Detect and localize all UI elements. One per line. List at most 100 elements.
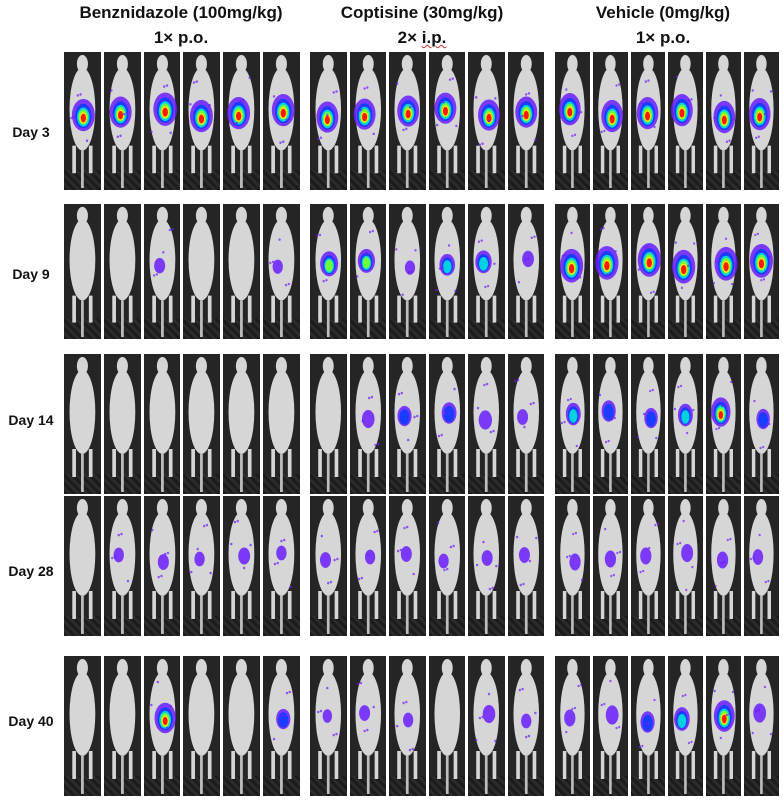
timepoint-label-day40: Day 40 xyxy=(8,713,54,729)
mouse-silhouette-icon xyxy=(512,206,539,338)
mouse-image xyxy=(389,656,426,796)
mouse-silhouette-icon xyxy=(109,357,136,492)
mouse-silhouette-icon xyxy=(149,499,175,634)
image-panel xyxy=(310,656,544,796)
mouse-image xyxy=(428,204,465,339)
mouse-silhouette-icon xyxy=(69,54,96,189)
mouse-image xyxy=(223,204,261,339)
group-name: Benznidazole (100mg/kg) xyxy=(79,3,283,22)
mouse-image xyxy=(64,52,101,190)
mouse-silhouette-icon xyxy=(673,659,699,794)
mouse-image xyxy=(592,496,628,636)
mouse-image xyxy=(630,656,666,796)
mouse-silhouette-icon xyxy=(635,54,661,189)
mouse-image xyxy=(310,52,347,190)
mouse-silhouette-icon xyxy=(69,357,96,492)
mouse-silhouette-icon xyxy=(228,206,255,338)
mouse-image xyxy=(223,656,261,796)
mouse-image xyxy=(706,496,742,636)
mouse-image xyxy=(103,354,141,494)
mouse-image xyxy=(349,656,386,796)
mouse-silhouette-icon xyxy=(559,206,585,338)
image-panel xyxy=(555,496,779,636)
mouse-image xyxy=(555,52,590,190)
mouse-silhouette-icon xyxy=(315,54,342,189)
group-regimen: 1× p.o. xyxy=(548,29,778,46)
timepoint-label-day3: Day 3 xyxy=(12,124,50,140)
group-regimen-times: 1× xyxy=(153,28,174,47)
group-header-coptisine: Coptisine (30mg/kg) 2× i.p. xyxy=(302,4,542,46)
mouse-image xyxy=(183,496,221,636)
group-regimen: 1× p.o. xyxy=(56,29,306,46)
timepoint-label-day28: Day 28 xyxy=(8,563,54,579)
mouse-image xyxy=(592,656,628,796)
mouse-image xyxy=(143,496,181,636)
mouse-image xyxy=(668,656,704,796)
group-regimen-times: 2× xyxy=(397,28,418,47)
mouse-silhouette-icon xyxy=(354,659,381,794)
mouse-silhouette-icon xyxy=(711,499,736,634)
mouse-image xyxy=(310,354,347,494)
mouse-image xyxy=(183,354,221,494)
mouse-silhouette-icon xyxy=(189,206,215,338)
mouse-image xyxy=(310,656,347,796)
mouse-silhouette-icon xyxy=(268,357,295,492)
mouse-image xyxy=(143,52,181,190)
mouse-silhouette-icon xyxy=(149,206,175,338)
mouse-image xyxy=(349,354,386,494)
mouse-silhouette-icon xyxy=(433,54,460,189)
mouse-silhouette-icon xyxy=(635,357,661,492)
timepoint-label-day14: Day 14 xyxy=(8,412,54,428)
mouse-image xyxy=(668,496,704,636)
mouse-image xyxy=(389,204,426,339)
mouse-silhouette-icon xyxy=(598,499,623,634)
mouse-silhouette-icon xyxy=(189,499,215,634)
mouse-image xyxy=(349,204,386,339)
mouse-image xyxy=(507,52,544,190)
mouse-silhouette-icon xyxy=(315,659,342,794)
mouse-image xyxy=(103,204,141,339)
mouse-silhouette-icon xyxy=(69,206,96,338)
timepoint-label-day9: Day 9 xyxy=(12,266,50,282)
mouse-silhouette-icon xyxy=(433,206,460,338)
mouse-silhouette-icon xyxy=(711,659,736,794)
mouse-silhouette-icon xyxy=(149,659,176,794)
mouse-silhouette-icon xyxy=(109,659,136,794)
mouse-silhouette-icon xyxy=(109,499,136,634)
mouse-silhouette-icon xyxy=(149,54,177,189)
mouse-image xyxy=(706,52,742,190)
group-regimen-times: 1× xyxy=(635,28,656,47)
mouse-silhouette-icon xyxy=(433,499,460,634)
mouse-silhouette-icon xyxy=(354,206,381,338)
mouse-silhouette-icon xyxy=(315,206,342,338)
mouse-image xyxy=(428,52,465,190)
mouse-silhouette-icon xyxy=(711,54,736,189)
mouse-image xyxy=(263,204,300,339)
image-panel xyxy=(555,354,779,494)
mouse-image xyxy=(630,496,666,636)
mouse-image xyxy=(310,496,347,636)
mouse-image xyxy=(630,204,666,339)
mouse-silhouette-icon xyxy=(558,54,585,189)
mouse-image xyxy=(744,204,779,339)
mouse-silhouette-icon xyxy=(69,499,96,634)
mouse-silhouette-icon xyxy=(473,54,500,189)
mouse-silhouette-icon xyxy=(189,357,215,492)
group-name: Coptisine (30mg/kg) xyxy=(340,3,504,22)
image-panel xyxy=(310,496,544,636)
mouse-silhouette-icon xyxy=(394,499,421,634)
image-panel xyxy=(64,656,300,796)
mouse-silhouette-icon xyxy=(315,499,342,634)
mouse-silhouette-icon xyxy=(394,54,421,189)
mouse-silhouette-icon xyxy=(315,357,342,492)
mouse-silhouette-icon xyxy=(673,357,699,492)
mouse-image xyxy=(349,52,386,190)
mouse-silhouette-icon xyxy=(228,357,255,492)
image-panel xyxy=(64,496,300,636)
mouse-silhouette-icon xyxy=(595,206,623,338)
mouse-image xyxy=(507,496,544,636)
image-panel xyxy=(310,52,544,190)
image-panel xyxy=(64,354,300,494)
mouse-silhouette-icon xyxy=(512,659,539,794)
mouse-silhouette-icon xyxy=(473,206,500,338)
